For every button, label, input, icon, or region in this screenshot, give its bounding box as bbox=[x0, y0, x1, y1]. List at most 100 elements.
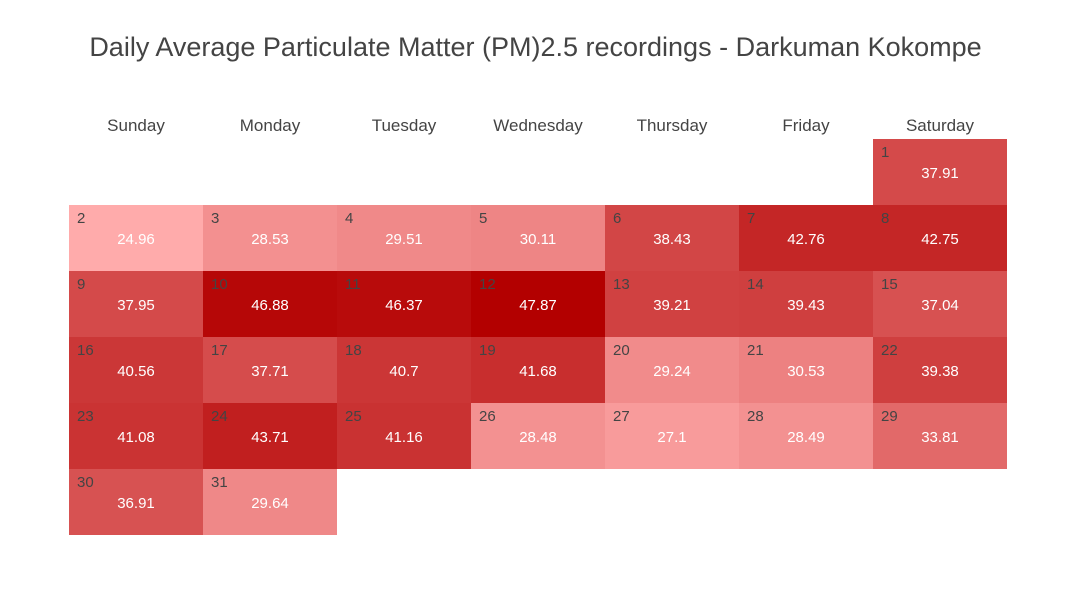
day-number: 26 bbox=[479, 408, 496, 425]
day-number: 3 bbox=[211, 210, 220, 227]
heatmap-cell: 17 37.71 bbox=[203, 337, 337, 403]
day-value-label: 29.51 bbox=[385, 231, 423, 248]
heatmap-cell: 8 42.75 bbox=[873, 205, 1007, 271]
heatmap-cell: 11 46.37 bbox=[337, 271, 471, 337]
heatmap-cell: 12 47.87 bbox=[471, 271, 605, 337]
day-number: 25 bbox=[345, 408, 362, 425]
weekday-label-tuesday: Tuesday bbox=[371, 116, 437, 135]
day-number: 27 bbox=[613, 408, 630, 425]
day-number: 6 bbox=[613, 210, 622, 227]
heatmap-cell: 7 42.76 bbox=[739, 205, 873, 271]
weekday-label-thursday: Thursday bbox=[636, 116, 708, 135]
day-value-label: 33.81 bbox=[921, 429, 959, 446]
heatmap-cell: 15 37.04 bbox=[873, 271, 1007, 337]
heatmap-cell: 2 24.96 bbox=[69, 205, 203, 271]
heatmap-cell: 14 39.43 bbox=[739, 271, 873, 337]
weekday-label-saturday: Saturday bbox=[905, 116, 975, 135]
day-number: 1 bbox=[881, 144, 890, 161]
heatmap-cell: 10 46.88 bbox=[203, 271, 337, 337]
day-value-label: 42.75 bbox=[921, 231, 959, 248]
day-number: 29 bbox=[881, 408, 898, 425]
day-value-label: 37.04 bbox=[921, 297, 959, 314]
weekday-label-monday: Monday bbox=[239, 116, 301, 135]
heatmap-cell: 26 28.48 bbox=[471, 403, 605, 469]
heatmap-cell: 23 41.08 bbox=[69, 403, 203, 469]
heatmap-cell: 27 27.1 bbox=[605, 403, 739, 469]
day-number: 22 bbox=[881, 342, 898, 359]
heatmap-cell: 31 29.64 bbox=[203, 469, 337, 535]
day-value-label: 40.7 bbox=[389, 363, 419, 380]
day-value-label: 42.76 bbox=[787, 231, 825, 248]
day-number: 9 bbox=[77, 276, 86, 293]
day-number: 4 bbox=[345, 210, 354, 227]
day-value-label: 47.87 bbox=[519, 297, 557, 314]
heatmap-cell: 21 30.53 bbox=[739, 337, 873, 403]
heatmap-cell: 1 37.91 bbox=[873, 139, 1007, 205]
heatmap-cell: 22 39.38 bbox=[873, 337, 1007, 403]
day-value-label: 28.53 bbox=[251, 231, 289, 248]
heatmap-cell: 9 37.95 bbox=[69, 271, 203, 337]
heatmap-cell: 30 36.91 bbox=[69, 469, 203, 535]
day-value-label: 39.21 bbox=[653, 297, 691, 314]
day-number: 20 bbox=[613, 342, 630, 359]
day-number: 15 bbox=[881, 276, 898, 293]
heatmap-cell: 3 28.53 bbox=[203, 205, 337, 271]
day-value-label: 37.91 bbox=[921, 165, 959, 182]
day-value-label: 39.43 bbox=[787, 297, 825, 314]
heatmap-cell: 25 41.16 bbox=[337, 403, 471, 469]
day-value-label: 36.91 bbox=[117, 495, 155, 512]
day-number: 16 bbox=[77, 342, 94, 359]
day-number: 2 bbox=[77, 210, 86, 227]
day-value-label: 29.24 bbox=[653, 363, 691, 380]
day-value-label: 30.53 bbox=[787, 363, 825, 380]
heatmap-cell: 13 39.21 bbox=[605, 271, 739, 337]
day-number: 14 bbox=[747, 276, 764, 293]
day-value-label: 43.71 bbox=[251, 429, 289, 446]
heatmap-cell: 6 38.43 bbox=[605, 205, 739, 271]
day-value-label: 24.96 bbox=[117, 231, 155, 248]
heatmap-cell: 18 40.7 bbox=[337, 337, 471, 403]
day-value-label: 46.88 bbox=[251, 297, 289, 314]
day-value-label: 38.43 bbox=[653, 231, 691, 248]
heatmap-cell: 16 40.56 bbox=[69, 337, 203, 403]
day-value-label: 46.37 bbox=[385, 297, 423, 314]
day-number: 30 bbox=[77, 474, 94, 491]
day-number: 31 bbox=[211, 474, 228, 491]
day-number: 19 bbox=[479, 342, 496, 359]
heatmap-cell: 24 43.71 bbox=[203, 403, 337, 469]
day-number: 10 bbox=[211, 276, 228, 293]
heatmap-cell: 19 41.68 bbox=[471, 337, 605, 403]
day-number: 7 bbox=[747, 210, 756, 227]
day-value-label: 41.16 bbox=[385, 429, 423, 446]
day-value-label: 28.48 bbox=[519, 429, 557, 446]
day-value-label: 29.64 bbox=[251, 495, 289, 512]
heatmap-cell: 20 29.24 bbox=[605, 337, 739, 403]
day-value-label: 28.49 bbox=[787, 429, 825, 446]
day-value-label: 37.95 bbox=[117, 297, 155, 314]
day-number: 18 bbox=[345, 342, 362, 359]
heatmap-cell: 5 30.11 bbox=[471, 205, 605, 271]
day-number: 24 bbox=[211, 408, 228, 425]
chart-title: Daily Average Particulate Matter (PM)2.5… bbox=[89, 32, 982, 62]
day-number: 13 bbox=[613, 276, 630, 293]
weekday-label-friday: Friday bbox=[782, 116, 830, 135]
day-number: 23 bbox=[77, 408, 94, 425]
day-number: 12 bbox=[479, 276, 496, 293]
day-number: 17 bbox=[211, 342, 228, 359]
weekday-label-wednesday: Wednesday bbox=[493, 116, 583, 135]
day-value-label: 40.56 bbox=[117, 363, 155, 380]
day-number: 5 bbox=[479, 210, 488, 227]
day-value-label: 27.1 bbox=[657, 429, 687, 446]
heatmap-cell: 4 29.51 bbox=[337, 205, 471, 271]
day-value-label: 37.71 bbox=[251, 363, 289, 380]
day-number: 28 bbox=[747, 408, 764, 425]
day-value-label: 41.68 bbox=[519, 363, 557, 380]
heatmap-cell: 29 33.81 bbox=[873, 403, 1007, 469]
day-number: 11 bbox=[345, 276, 361, 293]
heatmap-cell: 28 28.49 bbox=[739, 403, 873, 469]
day-number: 21 bbox=[747, 342, 764, 359]
day-value-label: 30.11 bbox=[519, 231, 557, 248]
weekday-label-sunday: Sunday bbox=[107, 116, 165, 135]
day-number: 8 bbox=[881, 210, 890, 227]
